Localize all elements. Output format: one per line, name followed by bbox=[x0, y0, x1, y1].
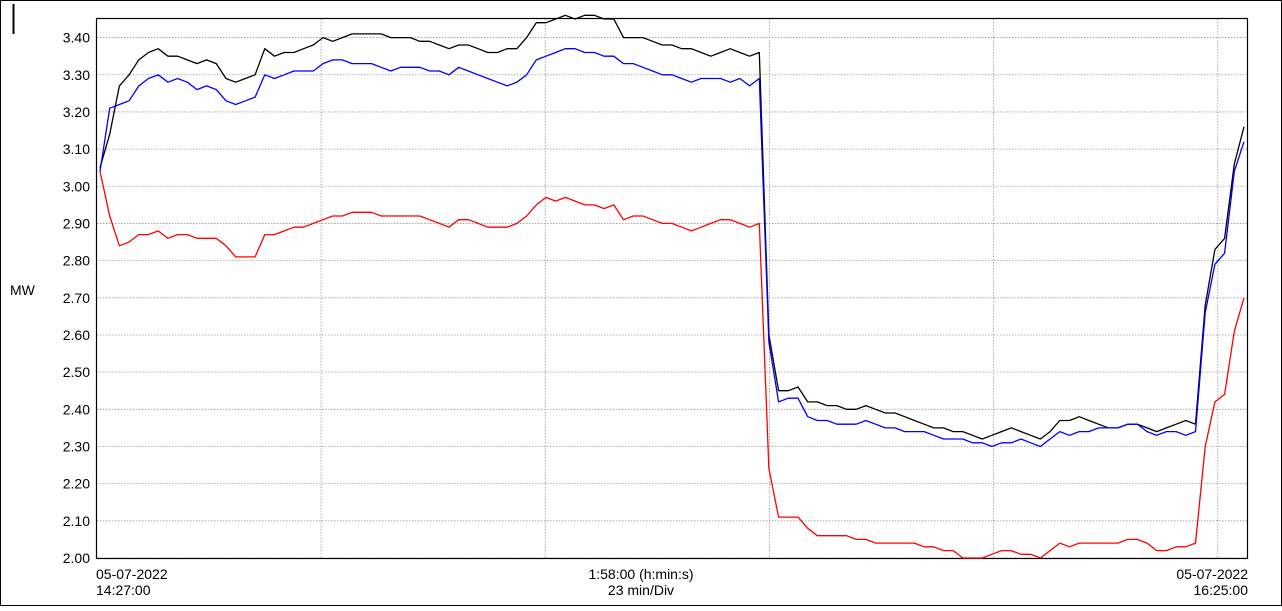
y-tick-label: 2.70 bbox=[63, 290, 90, 306]
x-end-time: 16:25:00 bbox=[1193, 582, 1249, 598]
y-tick-label: 3.30 bbox=[63, 67, 90, 83]
grid-lines bbox=[97, 19, 1247, 559]
series-lines bbox=[99, 14, 1245, 559]
y-tick-label: 2.30 bbox=[63, 438, 90, 454]
y-tick-label: 2.00 bbox=[63, 550, 90, 566]
series-line-3 bbox=[99, 171, 1245, 559]
y-tick-label: 2.90 bbox=[63, 215, 90, 231]
series-line-1 bbox=[99, 14, 1245, 440]
plot-border bbox=[95, 17, 1249, 560]
y-axis-label: MW bbox=[10, 282, 36, 298]
x-time-span: 1:58:00 (h:min:s) bbox=[588, 566, 694, 582]
y-tick-label: 2.60 bbox=[63, 327, 90, 343]
y-tick-label: 2.80 bbox=[63, 253, 90, 269]
x-start-time: 14:27:00 bbox=[96, 582, 151, 598]
y-tick-label: 2.10 bbox=[63, 513, 90, 529]
y-tick-label: 3.10 bbox=[63, 141, 90, 157]
x-start-date: 05-07-2022 bbox=[96, 566, 168, 582]
x-end-date: 05-07-2022 bbox=[1176, 566, 1248, 582]
x-division: 23 min/Div bbox=[607, 582, 675, 598]
y-tick-label: 2.20 bbox=[63, 476, 90, 492]
y-tick-label: 3.00 bbox=[63, 178, 90, 194]
y-tick-labels: 3.40 3.30 3.20 3.10 3.00 2.90 2.80 2.70 2.60 2.50… bbox=[63, 30, 90, 566]
y-tick-label: 2.50 bbox=[63, 364, 90, 380]
series-line-2 bbox=[99, 48, 1245, 448]
y-tick-label: 3.40 bbox=[63, 30, 90, 46]
y-tick-label: 3.20 bbox=[63, 104, 90, 120]
y-tick-label: 2.40 bbox=[63, 401, 90, 417]
